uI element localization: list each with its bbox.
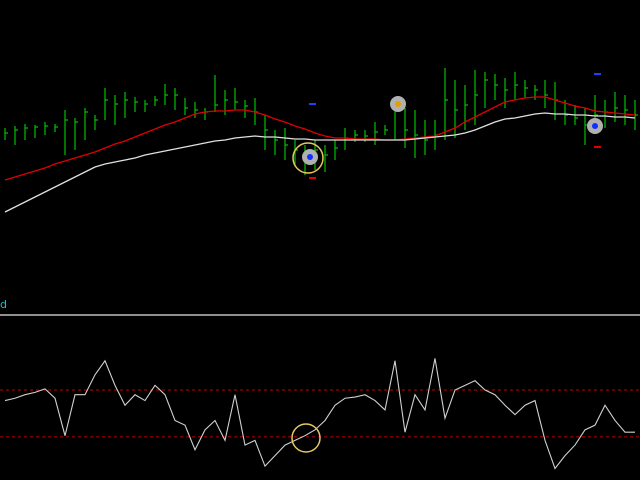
moving-average xyxy=(4,96,636,181)
moving-average xyxy=(4,112,636,213)
signal-icon-dot xyxy=(307,154,313,160)
signal-icon-dot xyxy=(395,101,401,107)
signals xyxy=(291,73,603,453)
signal-icon-dot xyxy=(592,123,598,129)
signal-ring xyxy=(291,423,321,453)
signal-ring xyxy=(292,142,324,174)
indicator-label: d xyxy=(0,298,7,311)
oscillator-line xyxy=(4,358,635,470)
marks xyxy=(0,68,640,470)
